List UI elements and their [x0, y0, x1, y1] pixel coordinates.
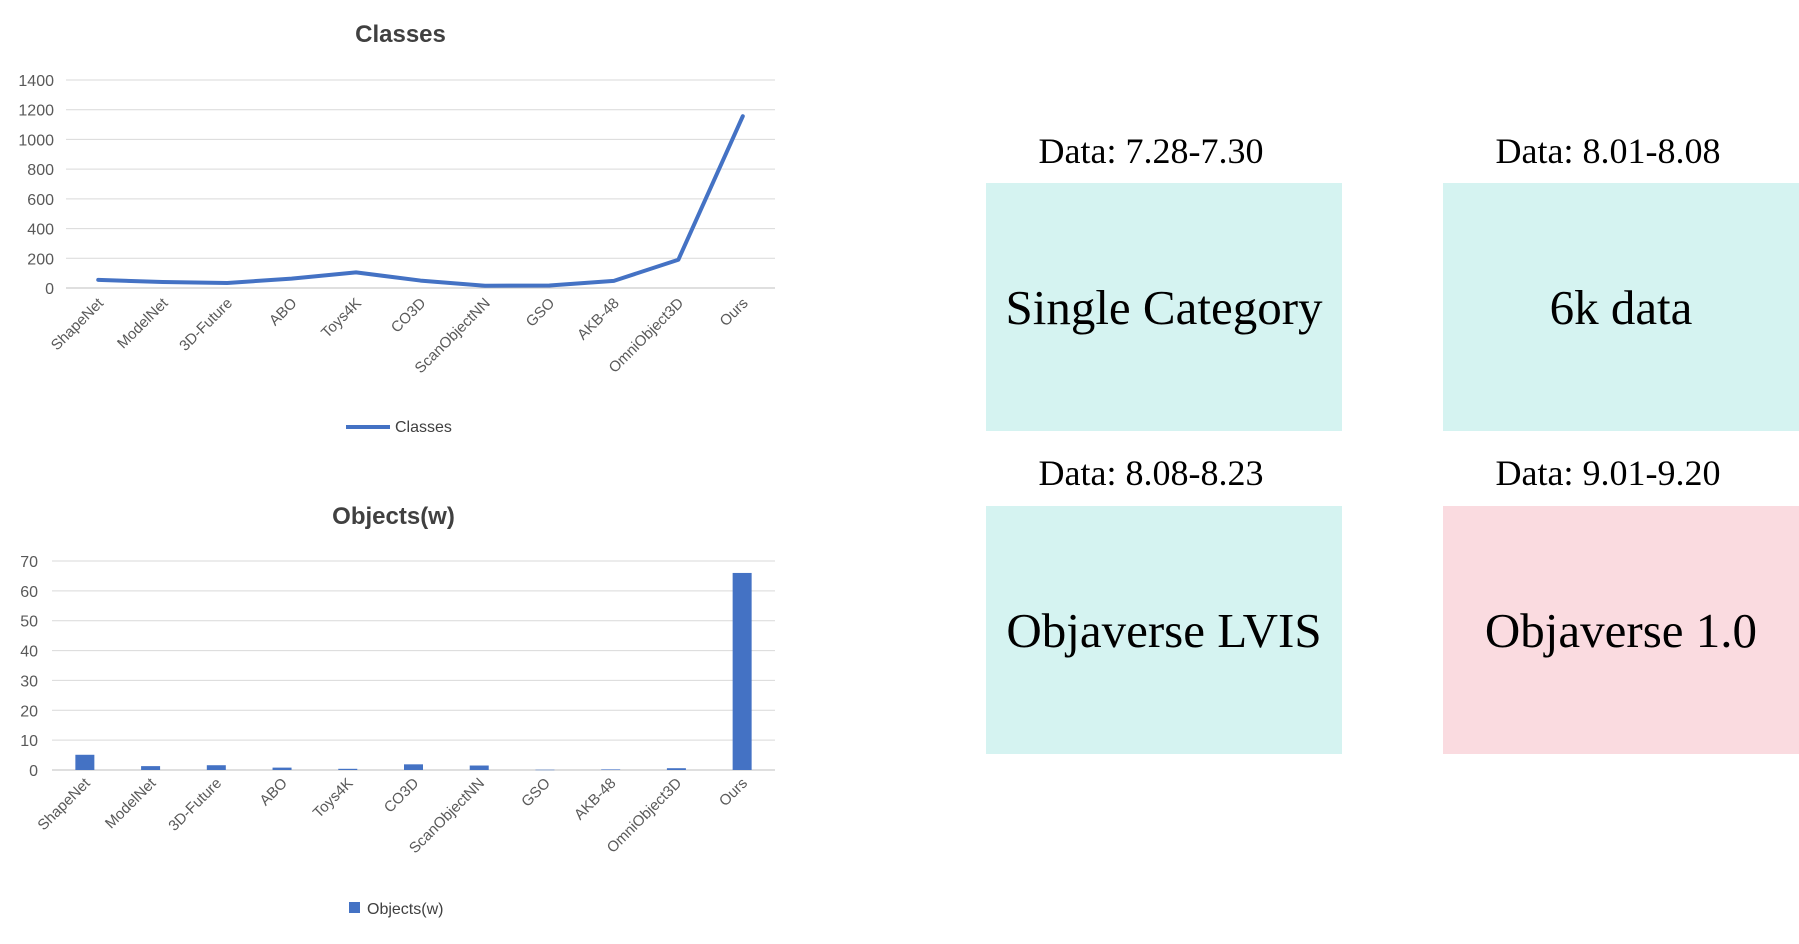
legend-label: Classes	[395, 419, 452, 436]
y-tick-label: 60	[20, 584, 38, 601]
legend-label: Objects(w)	[367, 901, 443, 918]
x-tick-label: CO3D	[381, 775, 423, 817]
chart-title: Objects(w)	[332, 503, 455, 530]
x-tick-label: Toys4K	[318, 295, 365, 342]
timeline-label-2: Data: 8.01-8.08	[1495, 131, 1721, 171]
x-tick-label: CO3D	[388, 295, 430, 337]
bar	[206, 765, 226, 770]
timeline-box-text-1: Single Category	[1005, 279, 1323, 335]
x-tick-label: ModelNet	[114, 294, 172, 352]
y-tick-label: 1000	[18, 132, 54, 149]
bar	[338, 768, 358, 770]
x-tick-label: ABO	[256, 775, 290, 809]
bar	[404, 764, 423, 770]
x-tick-label: ShapeNet	[34, 774, 94, 834]
x-tick-label: AKB-48	[571, 775, 620, 824]
timeline-box-text-4: Objaverse 1.0	[1484, 602, 1758, 658]
charts-area: Classes0200400600800100012001400ShapeNet…	[18, 21, 775, 918]
chart-title: Classes	[355, 21, 446, 48]
timeline-box-objaverse-lvis: Objaverse LVIS	[986, 506, 1342, 754]
y-tick-label: 30	[20, 673, 38, 690]
bar	[732, 572, 752, 770]
timeline-label-1: Data: 7.28-7.30	[1038, 131, 1264, 171]
x-tick-label: Ours	[717, 295, 752, 330]
y-tick-label: 800	[27, 162, 54, 179]
bar	[535, 769, 555, 771]
x-tick-label: 3D-Future	[176, 295, 236, 355]
timeline-box-single-category: Single Category	[986, 183, 1342, 431]
x-tick-label: Ours	[716, 775, 751, 810]
y-tick-label: 20	[20, 703, 38, 720]
y-tick-label: 400	[27, 222, 54, 239]
series-line-classes	[96, 114, 745, 288]
x-tick-label: AKB-48	[574, 295, 623, 344]
y-tick-label: 200	[27, 251, 54, 268]
y-tick-label: 1400	[18, 73, 54, 90]
bar	[666, 768, 686, 770]
y-tick-label: 600	[27, 192, 54, 209]
y-tick-label: 1200	[18, 103, 54, 120]
bar	[469, 765, 489, 770]
bar	[141, 766, 161, 770]
bar	[601, 769, 621, 770]
x-tick-label: ShapeNet	[48, 294, 108, 354]
timeline-label-3: Data: 8.08-8.23	[1038, 453, 1264, 493]
timeline-box-6k-data: 6k data	[1443, 183, 1799, 431]
x-tick-label: 3D-Future	[165, 775, 225, 835]
x-tick-label: Toys4K	[310, 775, 357, 822]
timeline-label-4: Data: 9.01-9.20	[1495, 453, 1721, 493]
legend-square-icon	[349, 902, 360, 913]
chart-2: Objects(w) 0 10 20 30 40 50 60 70 ShapeNet ModelNe…	[20, 503, 775, 918]
bar	[272, 767, 292, 770]
chart-1: Classes 0 200 400 600 800 1000 1200 1400 ShapeNet…	[18, 21, 775, 436]
y-tick-label: 50	[20, 614, 38, 631]
y-tick-label: 0	[29, 763, 38, 780]
y-tick-label: 70	[20, 554, 38, 571]
y-tick-label: 40	[20, 644, 38, 661]
timeline-box-objaverse-1: Objaverse 1.0	[1443, 506, 1799, 754]
y-tick-label: 0	[45, 281, 54, 298]
timeline-box-text-3: Objaverse LVIS	[1006, 602, 1322, 658]
bar	[75, 754, 95, 770]
x-tick-label: ABO	[266, 295, 300, 329]
x-tick-label: ModelNet	[102, 774, 160, 832]
timeline-box-text-2: 6k data	[1549, 279, 1693, 335]
x-tick-label: GSO	[518, 775, 554, 811]
y-tick-label: 10	[20, 733, 38, 750]
x-tick-label: GSO	[523, 295, 559, 331]
